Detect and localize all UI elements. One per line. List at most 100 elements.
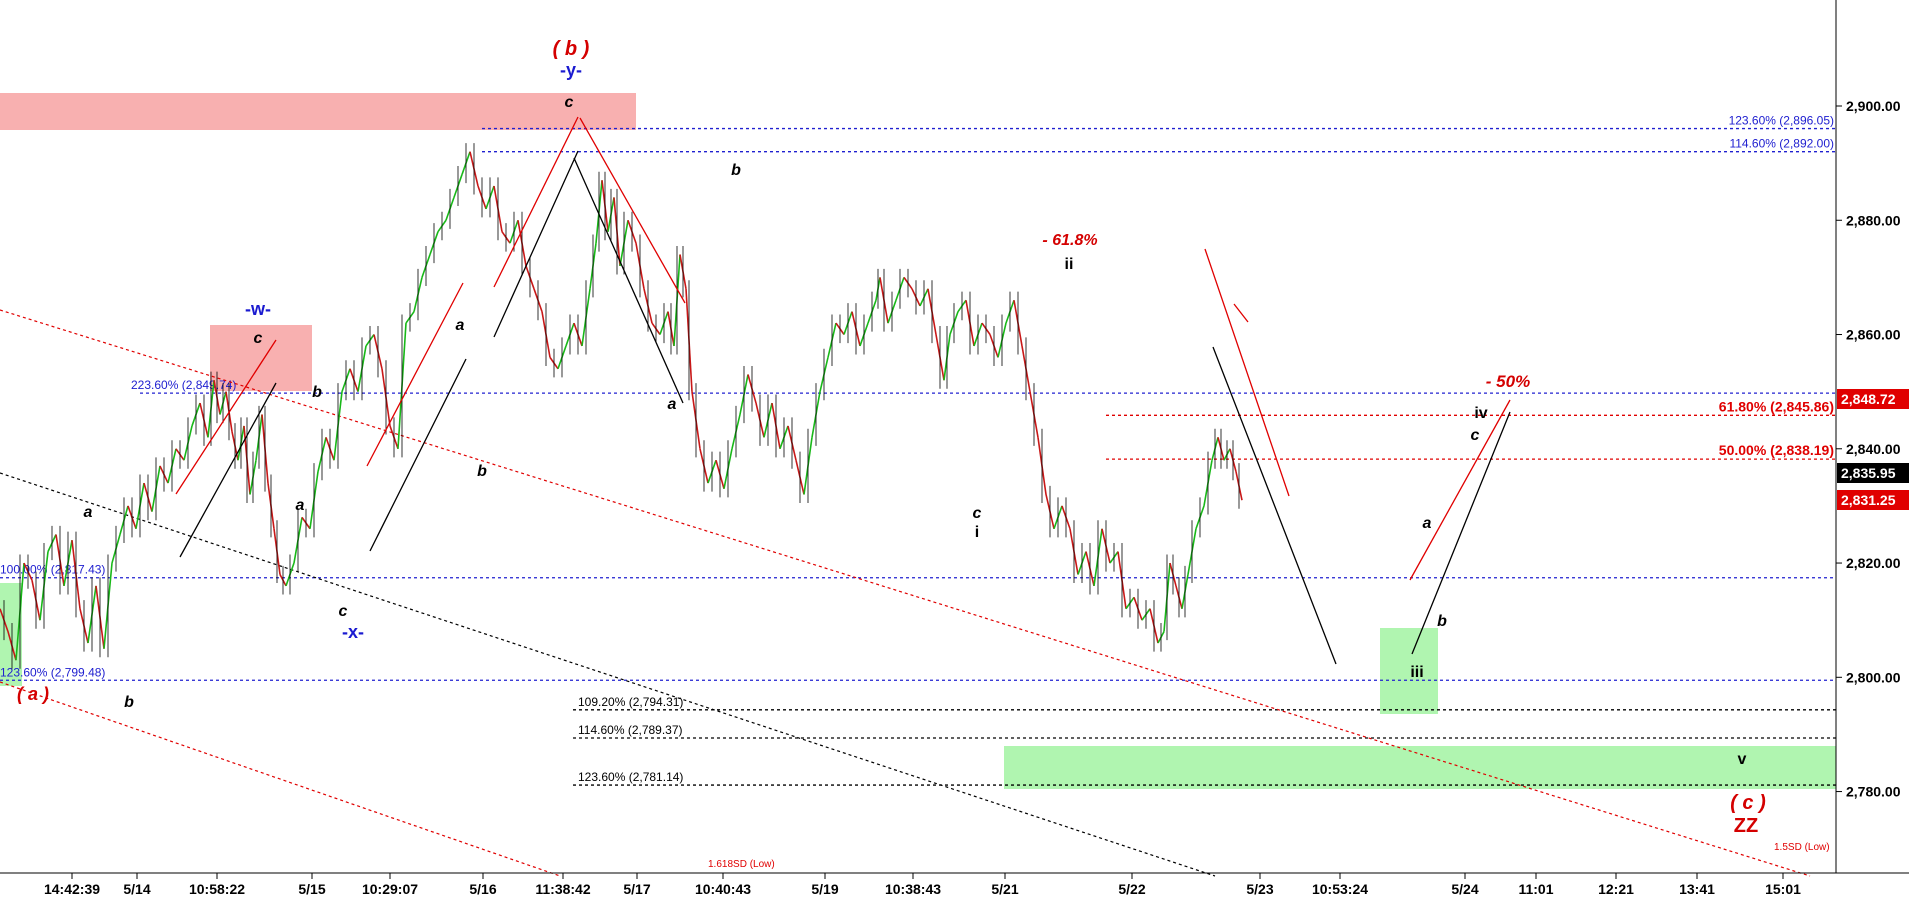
wave-line [493,150,579,338]
fib-label: 109.20% (2,794.31) [578,695,683,709]
wave-line [179,382,277,558]
wave-label: ( a ) [17,684,49,704]
fib-label: 61.80% (2,845.86) [1719,398,1834,414]
wave-label: iv [1474,405,1487,422]
fib-levels: 123.60% (2,896.05) 114.60% (2,892.00) 223.… [0,114,1836,786]
wave-label: a [456,317,465,334]
y-tick-label: 2,820.00 [1846,555,1901,571]
wave-label: a [296,497,305,514]
y-tick-label: 2,800.00 [1846,669,1901,685]
wave-label: c [254,330,263,347]
wave-label: b [731,162,741,179]
resistance-zone-w [210,325,312,391]
y-tick-label: 2,880.00 [1846,212,1901,228]
wave-label: -y- [560,60,582,80]
wave-label: v [1738,751,1747,768]
wave-line [493,116,579,288]
x-tick-label: 5/15 [298,881,325,897]
price-badge-label: 2,831.25 [1841,492,1896,508]
wave-line [366,282,464,467]
channel-label: 1.618SD (Low) [708,859,775,870]
wave-label: - 61.8% [1042,232,1097,249]
fib-label: 123.60% (2,896.05) [1729,114,1834,128]
wave-label: - 50% [1486,372,1530,391]
wave-line [579,117,686,304]
resistance-zone-top [0,93,636,130]
wave-label: -x- [342,622,364,642]
channel-black [0,472,1216,877]
wave-label: c [973,505,982,522]
fib-label: 223.60% (2,849.74) [131,378,236,392]
wave-label: a [668,396,677,413]
x-tick-label: 10:58:22 [189,881,245,897]
wave-label: b [1437,613,1447,630]
trend-channels: 1.618SD (Low) 1.5SD (Low) [0,309,1830,877]
wave-label: b [477,463,487,480]
wave-label: ii [1065,256,1074,273]
support-zone-left [0,583,22,686]
x-tick-label: 5/17 [623,881,650,897]
wave-labels: ( b )-y-c -w-c b a a c -x-a b ( a ) b b a - 61.8% ii c… [17,38,1766,837]
wave-label: i [975,524,979,541]
x-tick-label: 12:21 [1598,881,1634,897]
wave-label: b [312,384,322,401]
wave-lines [175,116,1511,665]
wave-line [369,358,467,552]
x-tick-label: 10:40:43 [695,881,751,897]
wave-label: ( c ) [1730,792,1766,814]
x-tick-label: 5/22 [1118,881,1145,897]
y-tick-label: 2,860.00 [1846,327,1901,343]
x-tick-label: 10:38:43 [885,881,941,897]
fib-label: 123.60% (2,781.14) [578,770,683,784]
price-badge-label: 2,835.95 [1841,465,1896,481]
wave-label: -w- [245,299,271,319]
fib-label: 50.00% (2,838.19) [1719,442,1834,458]
channel-upper [0,309,1811,877]
x-tick-label: 14:42:39 [44,881,100,897]
x-tick-label: 10:29:07 [362,881,418,897]
x-tick-label: 13:41 [1679,881,1715,897]
target-zone-v [1004,746,1836,789]
y-tick-label: 2,900.00 [1846,98,1901,114]
wave-line [175,339,277,495]
price-series [0,143,1243,669]
price-badge-label: 2,848.72 [1841,391,1896,407]
x-tick-label: 5/24 [1451,881,1478,897]
y-tick-label: 2,840.00 [1846,441,1901,457]
wave-line [1411,411,1511,655]
wave-label: b [124,694,134,711]
fib-label: 123.60% (2,799.48) [0,665,105,679]
x-tick-label: 11:01 [1518,881,1553,897]
x-tick-label: 5/16 [469,881,496,897]
x-tick-label: 5/19 [811,881,838,897]
wave-label: ( b ) [553,38,590,60]
x-tick-label: 11:38:42 [535,881,590,897]
x-tick-label: 15:01 [1765,881,1801,897]
x-tick-label: 5/21 [991,881,1018,897]
x-tick-label: 10:53:24 [1312,881,1368,897]
fib-label: 114.60% (2,892.00) [1729,137,1834,151]
wave-line [573,157,684,404]
fib-label: 100.00% (2,817.43) [0,563,105,577]
support-zone-iii [1380,628,1438,714]
y-tick-label: 2,780.00 [1846,784,1901,800]
wave-label: a [84,504,93,521]
wave-label: c [565,94,574,111]
wave-line [1233,303,1249,323]
price-badge [1837,490,1909,510]
x-tick-label: 5/23 [1246,881,1273,897]
price-badge [1837,463,1909,483]
wave-line [1204,248,1290,497]
wave-label: c [339,603,348,620]
channel-label: 1.5SD (Low) [1774,842,1830,853]
channel-lower [0,681,561,877]
wave-label: ZZ [1734,815,1758,837]
wave-label: a [1423,515,1432,532]
target-zones [0,93,1836,789]
wave-line [1409,399,1511,581]
x-tick-label: 5/14 [123,881,150,897]
wave-label: iii [1410,664,1423,681]
price-badge [1837,389,1909,409]
